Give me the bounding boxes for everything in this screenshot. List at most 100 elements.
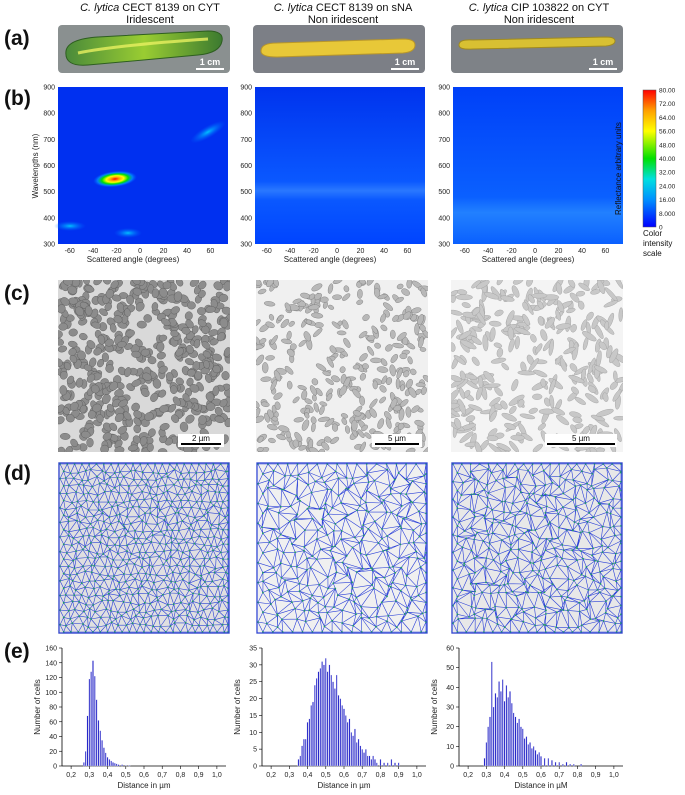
bacterial-cell bbox=[146, 443, 154, 452]
bacterial-cell bbox=[370, 357, 382, 364]
bacterial-cell bbox=[449, 375, 462, 382]
cell-centroid bbox=[508, 535, 510, 538]
x-axis-label: Distance in µm bbox=[117, 781, 170, 790]
cell-centroid bbox=[134, 614, 137, 617]
cell-centroid bbox=[596, 589, 599, 591]
cell-centroid bbox=[551, 537, 554, 540]
cell-centroid bbox=[409, 483, 411, 485]
x-tick-label: 0,2 bbox=[463, 772, 473, 779]
histogram-bar bbox=[379, 759, 382, 767]
bacterial-cell bbox=[366, 335, 376, 341]
bacterial-cell bbox=[352, 364, 360, 370]
cell-centroid bbox=[129, 602, 132, 604]
bacterial-cell bbox=[298, 339, 307, 347]
cell-centroid bbox=[206, 595, 208, 597]
cell-centroid bbox=[456, 535, 459, 538]
cell-centroid bbox=[502, 477, 504, 480]
histogram-bar bbox=[108, 759, 111, 767]
cell-centroid bbox=[590, 485, 593, 487]
cell-centroid bbox=[73, 594, 76, 597]
bacterial-cell bbox=[268, 437, 276, 444]
cell-centroid bbox=[528, 493, 531, 495]
cell-centroid bbox=[614, 534, 616, 537]
cell-centroid bbox=[511, 524, 514, 527]
cell-centroid bbox=[117, 567, 119, 570]
bacterial-cell bbox=[189, 384, 200, 393]
cell-centroid bbox=[610, 595, 613, 598]
x-tick-label: 0,8 bbox=[376, 772, 386, 779]
cell-centroid bbox=[149, 512, 152, 515]
bacterial-cell bbox=[374, 342, 381, 349]
cell-centroid bbox=[99, 585, 101, 588]
cell-centroid bbox=[335, 571, 338, 574]
cell-centroid bbox=[83, 610, 85, 613]
cell-centroid bbox=[65, 492, 68, 495]
bacterial-cell bbox=[127, 444, 139, 452]
cell-centroid bbox=[116, 504, 119, 507]
heatmap-y-tick: 800 bbox=[438, 111, 450, 118]
cell-centroid bbox=[353, 482, 355, 485]
cell-centroid bbox=[182, 565, 185, 568]
cell-centroid bbox=[151, 565, 154, 568]
cell-centroid bbox=[543, 623, 545, 626]
bacterial-cell bbox=[68, 340, 78, 348]
bacterial-cell bbox=[493, 342, 503, 349]
cell-centroid bbox=[82, 535, 85, 537]
cell-centroid bbox=[267, 589, 270, 591]
histogram-bar bbox=[124, 765, 127, 767]
heatmap-x-tick: 40 bbox=[578, 248, 586, 255]
cell-centroid bbox=[544, 493, 547, 496]
cell-centroid bbox=[176, 549, 179, 551]
bacterial-cell bbox=[109, 422, 118, 432]
bacterial-cell bbox=[102, 432, 112, 441]
cell-centroid bbox=[160, 608, 163, 611]
cell-centroid bbox=[344, 516, 347, 519]
cell-centroid bbox=[290, 565, 292, 568]
bacterial-cell bbox=[594, 365, 608, 374]
cell-centroid bbox=[279, 562, 282, 565]
cell-centroid bbox=[203, 479, 206, 482]
y-tick-label: 20 bbox=[249, 696, 257, 703]
bacterial-cell bbox=[341, 319, 349, 330]
cell-centroid bbox=[101, 599, 104, 602]
cell-centroid bbox=[280, 595, 282, 598]
cell-centroid bbox=[592, 579, 595, 582]
cell-centroid bbox=[562, 492, 565, 495]
cell-centroid bbox=[174, 609, 177, 612]
cell-centroid bbox=[172, 603, 175, 606]
cell-centroid bbox=[65, 624, 67, 627]
bacterial-cell bbox=[509, 405, 517, 414]
cell-centroid bbox=[200, 577, 202, 580]
panel-label-a: (a) bbox=[4, 27, 30, 50]
column-title-3: C. lytica CIP 103822 on CYT Non iridesce… bbox=[444, 2, 634, 26]
cell-centroid bbox=[94, 594, 97, 597]
cell-centroid bbox=[104, 471, 107, 474]
cell-centroid bbox=[361, 527, 363, 530]
cell-centroid bbox=[99, 541, 102, 544]
cell-centroid bbox=[296, 513, 299, 516]
y-axis-label: Number of cells bbox=[33, 679, 42, 735]
cell-centroid bbox=[216, 500, 219, 502]
bacterial-cell bbox=[399, 384, 405, 392]
bacterial-cell bbox=[341, 417, 348, 426]
y-axis-label: Number of cells bbox=[233, 679, 242, 735]
bacterial-cell bbox=[507, 326, 514, 341]
cell-centroid bbox=[177, 511, 180, 514]
cell-centroid bbox=[223, 616, 226, 618]
cell-centroid bbox=[82, 493, 85, 496]
cell-centroid bbox=[139, 623, 141, 626]
cell-centroid bbox=[403, 613, 406, 615]
sem-scale-bar-1: 2 µm bbox=[178, 434, 224, 447]
cell-centroid bbox=[108, 516, 111, 518]
triangulation-border bbox=[256, 462, 428, 634]
cell-centroid bbox=[417, 615, 419, 618]
heatmap-y-tick: 500 bbox=[438, 189, 450, 196]
cell-centroid bbox=[542, 469, 545, 472]
cell-centroid bbox=[474, 617, 477, 620]
bacterial-cell bbox=[496, 347, 504, 358]
cell-centroid bbox=[92, 604, 95, 606]
cell-centroid bbox=[80, 594, 83, 596]
species-name: C. lytica bbox=[273, 2, 313, 14]
